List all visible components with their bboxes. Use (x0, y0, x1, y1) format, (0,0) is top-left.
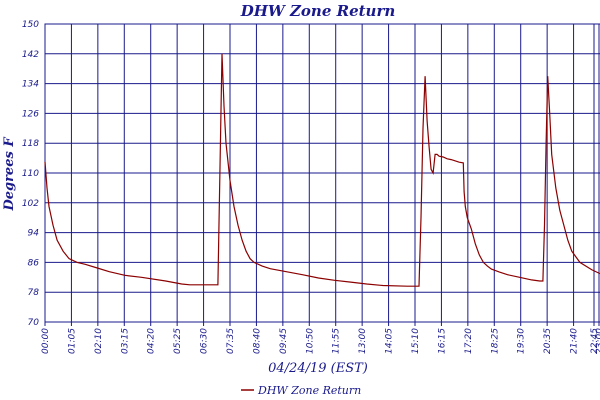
x-tick-label: 22:45 (590, 328, 600, 354)
series-line-dhw-zone-return (44, 53, 600, 287)
x-tick-label: 16:15 (437, 328, 447, 354)
x-tick-label: 23:00 (595, 328, 600, 354)
y-tick-label: 118 (22, 139, 39, 149)
x-tick-label: 07:35 (226, 328, 236, 354)
x-tick-label: 08:40 (252, 328, 262, 354)
y-tick-label: 94 (28, 229, 40, 239)
y-tick-label: 150 (22, 20, 39, 30)
x-tick-label: 15:10 (411, 328, 421, 354)
x-tick-label: 13:00 (358, 328, 368, 354)
plot-frame (44, 23, 600, 323)
x-tick-label: 19:30 (517, 328, 527, 354)
x-tick-label: 05:25 (173, 328, 183, 354)
x-tick-label: 06:30 (200, 328, 210, 354)
x-tick-label: 20:35 (543, 328, 553, 354)
y-tick-label: 142 (22, 50, 39, 60)
y-tick-label: 110 (22, 169, 39, 179)
x-tick-label: 04:20 (147, 328, 157, 354)
y-axis-ticks: 70 78 86 94 102 110 118 126 134 142 150 (22, 20, 39, 328)
y-tick-label: 78 (28, 288, 40, 298)
y-tick-label: 102 (22, 199, 39, 209)
x-tick-label: 02:10 (94, 328, 104, 354)
x-tick-label: 10:50 (305, 328, 315, 354)
y-tick-label: 134 (22, 80, 39, 90)
x-tick-label: 01:05 (67, 328, 77, 354)
x-tick-label: 11:55 (332, 328, 342, 354)
x-tick-label: 00:00 (41, 328, 51, 354)
y-tick-label: 86 (28, 258, 40, 268)
legend-label-dhw-zone-return: DHW Zone Return (257, 384, 361, 397)
x-tick-label: 17:20 (464, 328, 474, 354)
x-axis-label: 04/24/19 (EST) (268, 361, 368, 376)
chart-title: DHW Zone Return (240, 2, 396, 20)
x-tick-label: 03:15 (120, 328, 130, 354)
x-tick-label: 09:45 (279, 328, 289, 354)
y-tick-label: 70 (28, 318, 40, 328)
x-axis-ticks: 00:00 01:05 02:10 03:15 04:20 05:25 06:30 07:35… (41, 322, 600, 354)
y-axis-label: Degrees F (2, 137, 17, 212)
x-tick-label: 21:40 (570, 328, 580, 354)
series-layer (44, 53, 600, 287)
x-tick-label: 18:25 (490, 328, 500, 354)
legend: DHW Zone Return (241, 384, 361, 397)
x-tick-label: 14:05 (385, 328, 395, 354)
y-tick-label: 126 (22, 109, 39, 119)
